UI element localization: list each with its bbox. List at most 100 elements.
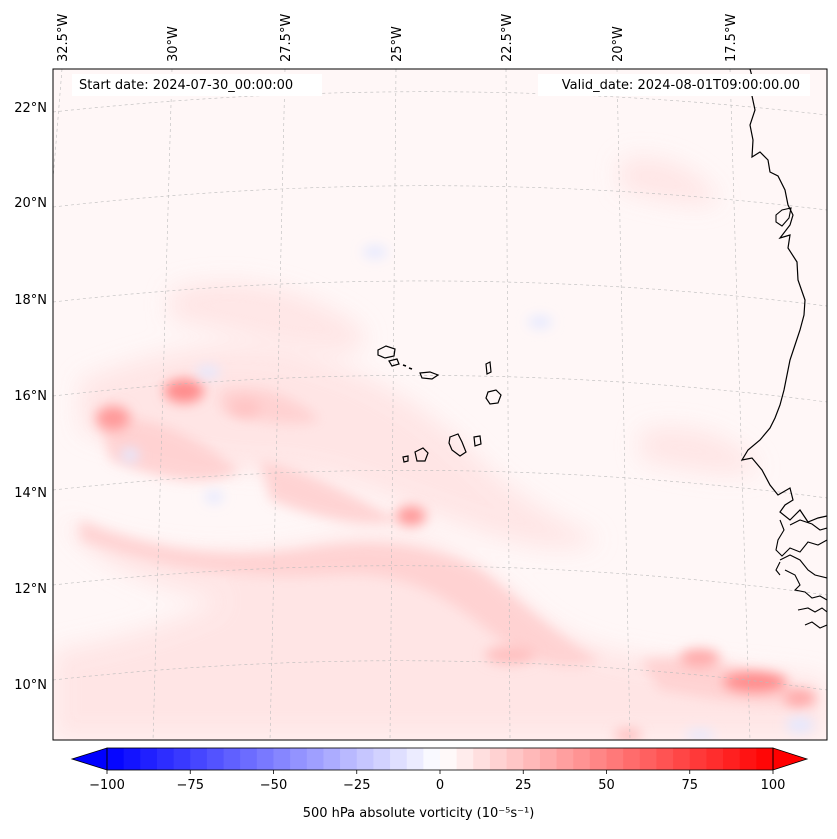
valid-date-bg — [538, 74, 810, 96]
vorticity-min — [686, 730, 714, 740]
colorbar-cell — [190, 748, 208, 770]
colorbar-cell — [340, 748, 358, 770]
colorbar-cell — [240, 748, 258, 770]
colorbar-cell — [473, 748, 491, 770]
valid-date-label: Valid_date: 2024-08-01T09:00:00.00 — [561, 78, 800, 93]
vorticity-min — [363, 246, 387, 258]
colorbar-ticks: −100 −75 −50 −25 0 25 50 75 100 — [89, 770, 785, 793]
start-date-label: Start date: 2024-07-30_00:00:00 — [79, 78, 294, 93]
coastline-detail — [775, 519, 827, 576]
graticule — [53, 69, 827, 740]
colorbar-cell — [556, 748, 574, 770]
colorbar-cell — [356, 748, 374, 770]
lat-tick-label: 14°N — [14, 486, 47, 501]
colorbar-tick-label: −25 — [343, 778, 370, 793]
vorticity-min — [121, 448, 139, 462]
vorticity-max — [96, 406, 130, 430]
lat-tick-label: 12°N — [14, 582, 47, 597]
island-dot — [402, 364, 407, 367]
colorbar-cell — [256, 748, 275, 770]
colorbar-extend-low — [70, 747, 108, 771]
vorticity-max — [164, 379, 204, 403]
start-date-bg — [72, 74, 322, 96]
lon-ticks: 32.5°W 30°W 27.5°W 25°W 22.5°W 20°W 17.5… — [56, 14, 739, 62]
colorbar-tick-label: 50 — [598, 778, 615, 793]
lat-tick-label: 10°N — [14, 678, 47, 693]
colorbar-tick-label: 100 — [761, 778, 786, 793]
map-frame — [52, 68, 828, 741]
lat-tick-label: 18°N — [14, 293, 47, 308]
lon-tick-label: 30°W — [166, 26, 181, 62]
colorbar-cell — [406, 748, 424, 770]
colorbar-tick-label: −75 — [177, 778, 204, 793]
colorbar-cell — [623, 748, 641, 770]
colorbar-cell — [373, 748, 391, 770]
lat-tick-label: 20°N — [14, 196, 47, 211]
colorbar-cell — [689, 748, 707, 770]
colorbar-cell — [723, 748, 741, 770]
colorbar-cell — [756, 748, 774, 770]
colorbar-cell — [489, 748, 508, 770]
colorbar-tick-label: −50 — [260, 778, 287, 793]
lat-tick-label: 16°N — [14, 389, 47, 404]
lon-tick-label: 17.5°W — [724, 14, 739, 62]
colorbar-cell — [173, 748, 191, 770]
colorbar-cell — [639, 748, 658, 770]
vorticity-max — [229, 399, 261, 417]
colorbar-cell — [739, 748, 757, 770]
vorticity-min — [196, 366, 220, 378]
colorbar-cell — [589, 748, 608, 770]
colorbar-cell — [673, 748, 691, 770]
vorticity-max — [680, 649, 720, 667]
colorbar-cell — [206, 748, 225, 770]
lat-ticks: 22°N 20°N 18°N 16°N 14°N 12°N 10°N — [14, 101, 47, 693]
vorticity-min — [205, 491, 223, 503]
colorbar-cells — [107, 748, 774, 770]
lon-tick-label: 20°W — [611, 26, 626, 62]
colorbar-cell — [523, 748, 541, 770]
colorbar-label: 500 hPa absolute vorticity (10⁻⁵s⁻¹) — [302, 806, 535, 821]
coastline-detail — [775, 207, 792, 227]
coastline-detail — [779, 519, 827, 629]
colorbar-tick-label: −100 — [89, 778, 125, 793]
colorbar-cell — [156, 748, 175, 770]
colorbar-tick-label: 0 — [436, 778, 444, 793]
colorbar-cell — [456, 748, 474, 770]
vorticity-field — [53, 69, 827, 740]
colorbar-cell — [390, 748, 408, 770]
colorbar-cell — [323, 748, 341, 770]
colorbar-cell — [539, 748, 558, 770]
colorbar-cell — [290, 748, 308, 770]
vorticity-max — [614, 729, 642, 740]
colorbar-cell — [606, 748, 624, 770]
vorticity-max — [396, 506, 426, 526]
colorbar-cell — [306, 748, 325, 770]
vorticity-min — [786, 717, 814, 733]
colorbar-extend-high — [772, 747, 809, 771]
vorticity-min — [528, 316, 552, 328]
colorbar-cell — [273, 748, 291, 770]
colorbar-cell — [107, 748, 125, 770]
colorbar-cell — [423, 748, 441, 770]
colorbar-tick-label: 25 — [515, 778, 532, 793]
colorbar-cell — [140, 748, 158, 770]
colorbar-cell — [706, 748, 724, 770]
colorbar-cell — [656, 748, 674, 770]
african-coastline — [740, 69, 827, 523]
colorbar-cell — [573, 748, 591, 770]
cape-verde-islands — [377, 345, 502, 463]
lon-tick-label: 25°W — [390, 26, 405, 62]
colorbar-cell — [123, 748, 141, 770]
colorbar-cell — [440, 748, 458, 770]
lon-tick-label: 32.5°W — [56, 14, 71, 62]
lon-tick-label: 27.5°W — [279, 14, 294, 62]
lat-tick-label: 22°N — [14, 101, 47, 116]
colorbar-cell — [506, 748, 524, 770]
vorticity-max — [723, 672, 787, 692]
vorticity-max — [485, 646, 535, 664]
colorbar-cell — [223, 748, 241, 770]
colorbar-tick-label: 75 — [681, 778, 698, 793]
vorticity-max — [784, 689, 816, 707]
colorbar: −100 −75 −50 −25 0 25 50 75 100 — [70, 747, 809, 793]
